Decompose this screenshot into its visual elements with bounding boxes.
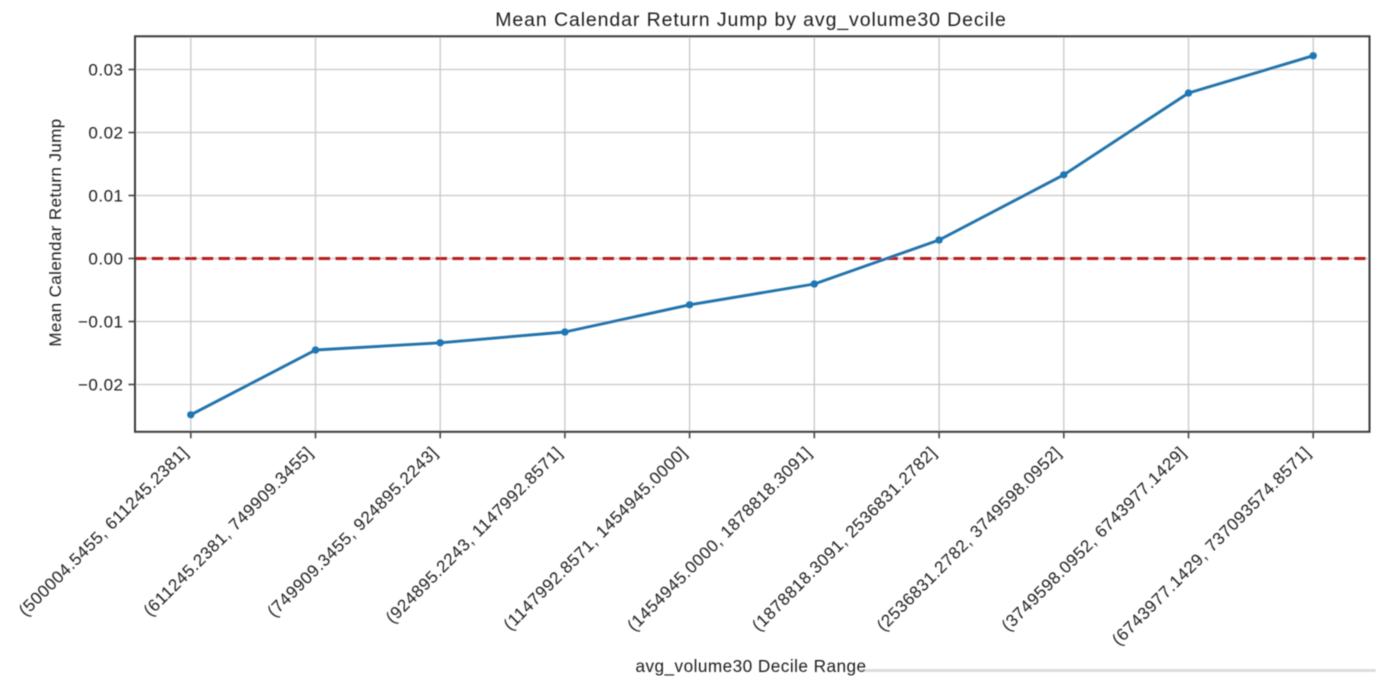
- svg-text:0.01: 0.01: [88, 186, 123, 205]
- svg-text:−0.01: −0.01: [78, 312, 124, 331]
- svg-text:−0.02: −0.02: [78, 375, 124, 394]
- svg-text:0.02: 0.02: [88, 123, 123, 142]
- svg-text:avg_volume30 Decile Range: avg_volume30 Decile Range: [635, 656, 866, 676]
- svg-text:0.00: 0.00: [88, 249, 123, 268]
- svg-text:Mean Calendar Return Jump by a: Mean Calendar Return Jump by avg_volume3…: [495, 9, 1006, 31]
- svg-text:Mean Calendar Return Jump: Mean Calendar Return Jump: [46, 118, 65, 346]
- svg-text:0.03: 0.03: [88, 60, 123, 79]
